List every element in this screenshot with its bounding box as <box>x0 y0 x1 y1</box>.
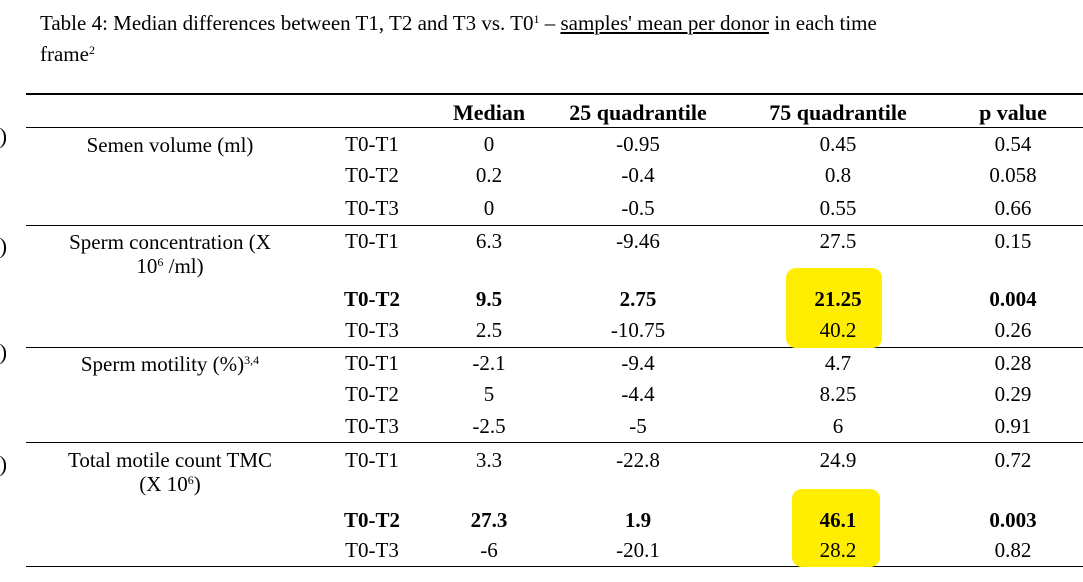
table-cell-p: 0.82 <box>994 538 1032 562</box>
table-cell-q75: 0.8 <box>824 163 852 187</box>
table-cell-p: 0.15 <box>994 229 1032 253</box>
table-cell-comp: T0-T1 <box>345 351 399 375</box>
table-cell-p: 0.54 <box>994 132 1032 156</box>
table-cell-median: 27.3 <box>470 508 508 532</box>
table-cell-median: 0 <box>483 196 495 220</box>
table-cell-q75: 24.9 <box>819 448 857 472</box>
table-cell-q25: 1.9 <box>624 508 652 532</box>
header-q25: 25 quadrantile <box>569 100 707 125</box>
table-cell-q75: 6 <box>832 414 844 438</box>
table-cell-p: 0.29 <box>994 382 1032 406</box>
table-caption: Table 4: Median differences between T1, … <box>40 8 1040 70</box>
group-label-text: (X 10 <box>139 472 188 496</box>
table-cell-median: 6.3 <box>475 229 503 253</box>
group-divider <box>26 225 1083 226</box>
table-cell-comp: T0-T3 <box>345 318 399 342</box>
group-label-sperm-motility: Sperm motility (%)3,4 <box>40 352 300 376</box>
table-cell-comp: T0-T1 <box>345 448 399 472</box>
scan-edge-mark <box>0 455 6 477</box>
table-cell-p: 0.004 <box>989 287 1037 311</box>
group-label-semen-volume: Semen volume (ml) <box>40 133 300 157</box>
group-label-superscript: 3,4 <box>244 353 260 367</box>
table-cell-median: 5 <box>483 382 495 406</box>
group-label-sperm-concentration: Sperm concentration (X 106 /ml) <box>40 230 300 278</box>
highlight-mark <box>792 489 880 567</box>
table-cell-q25: -10.75 <box>610 318 666 342</box>
table-cell-comp: T0-T2 <box>345 382 399 406</box>
group-divider <box>26 347 1083 348</box>
table-cell-comp: T0-T3 <box>345 196 399 220</box>
table-cell-q25: -4.4 <box>621 382 655 406</box>
group-label-text: Sperm concentration (X <box>69 230 271 254</box>
table-cell-q25: -9.46 <box>616 229 660 253</box>
table-cell-median: -2.1 <box>472 351 506 375</box>
scan-edge-mark <box>0 237 6 259</box>
caption-footnote-marker: 1 <box>533 12 540 26</box>
table-cell-q75: 21.25 <box>814 287 862 311</box>
group-label-superscript: 6 <box>187 473 194 487</box>
table-cell-q25: -20.1 <box>616 538 660 562</box>
table-cell-q25: -0.4 <box>621 163 655 187</box>
table-cell-q25: -9.4 <box>621 351 655 375</box>
table-cell-median: 3.3 <box>475 448 503 472</box>
table-cell-q75: 8.25 <box>819 382 857 406</box>
table-cell-q75: 4.7 <box>824 351 852 375</box>
table-cell-comp: T0-T1 <box>345 132 399 156</box>
group-label-text: Sperm motility (%) <box>80 352 245 376</box>
highlight-mark <box>786 268 882 348</box>
table-cell-median: -2.5 <box>472 414 506 438</box>
scan-edge-mark <box>0 127 6 149</box>
table-cell-p: 0.91 <box>994 414 1032 438</box>
header-q75: 75 quadrantile <box>769 100 907 125</box>
header-rule <box>26 127 1083 128</box>
header-median: Median <box>452 100 526 125</box>
table-cell-q25: -5 <box>629 414 647 438</box>
caption-text-line2: frame <box>40 42 89 66</box>
table-cell-p: 0.003 <box>989 508 1037 532</box>
table-cell-comp: T0-T1 <box>345 229 399 253</box>
table-cell-q75: 0.55 <box>819 196 857 220</box>
table-cell-p: 0.28 <box>994 351 1032 375</box>
table-cell-q75: 40.2 <box>819 318 857 342</box>
table-cell-q25: 2.75 <box>619 287 657 311</box>
table-cell-comp: T0-T3 <box>345 414 399 438</box>
table-cell-p: 0.72 <box>994 448 1032 472</box>
table-cell-q25: -0.95 <box>616 132 660 156</box>
group-label-text: Total motile count TMC <box>67 448 273 472</box>
table-cell-comp: T0-T2 <box>343 287 401 311</box>
table-cell-median: 0 <box>483 132 495 156</box>
table-cell-median: 2.5 <box>475 318 503 342</box>
table-cell-q75: 27.5 <box>819 229 857 253</box>
caption-text: Table 4: Median differences between T1, … <box>40 11 534 35</box>
caption-text-end: in each time <box>768 11 877 35</box>
table-cell-median: 9.5 <box>475 287 503 311</box>
group-label-superscript: 6 <box>157 255 164 269</box>
caption-dash: – <box>539 11 561 35</box>
group-label-text: ) <box>193 472 201 496</box>
table-cell-median: 0.2 <box>475 163 503 187</box>
header-p-value: p value <box>979 100 1047 125</box>
group-label-text: Semen volume (ml) <box>86 133 254 157</box>
table-cell-q25: -22.8 <box>616 448 660 472</box>
table-cell-p: 0.66 <box>994 196 1032 220</box>
group-label-text: 10 <box>136 254 158 278</box>
caption-footnote-marker: 2 <box>88 43 95 57</box>
group-label-text: /ml) <box>163 254 204 278</box>
group-label-total-motile-count: Total motile count TMC (X 106) <box>40 448 300 496</box>
table-top-rule <box>26 93 1083 95</box>
table-cell-q75: 46.1 <box>819 508 857 532</box>
table-cell-q25: -0.5 <box>621 196 655 220</box>
table-cell-comp: T0-T2 <box>345 163 399 187</box>
table-cell-comp: T0-T3 <box>345 538 399 562</box>
group-divider <box>26 442 1083 443</box>
table-cell-p: 0.26 <box>994 318 1032 342</box>
table-cell-p: 0.058 <box>989 163 1037 187</box>
table-cell-q75: 28.2 <box>819 538 857 562</box>
table-cell-q75: 0.45 <box>819 132 857 156</box>
table-bottom-rule <box>26 566 1083 567</box>
table-cell-comp: T0-T2 <box>343 508 401 532</box>
table-cell-median: -6 <box>480 538 498 562</box>
caption-underlined-text: samples' mean per donor <box>560 11 769 35</box>
scan-edge-mark <box>0 343 6 365</box>
